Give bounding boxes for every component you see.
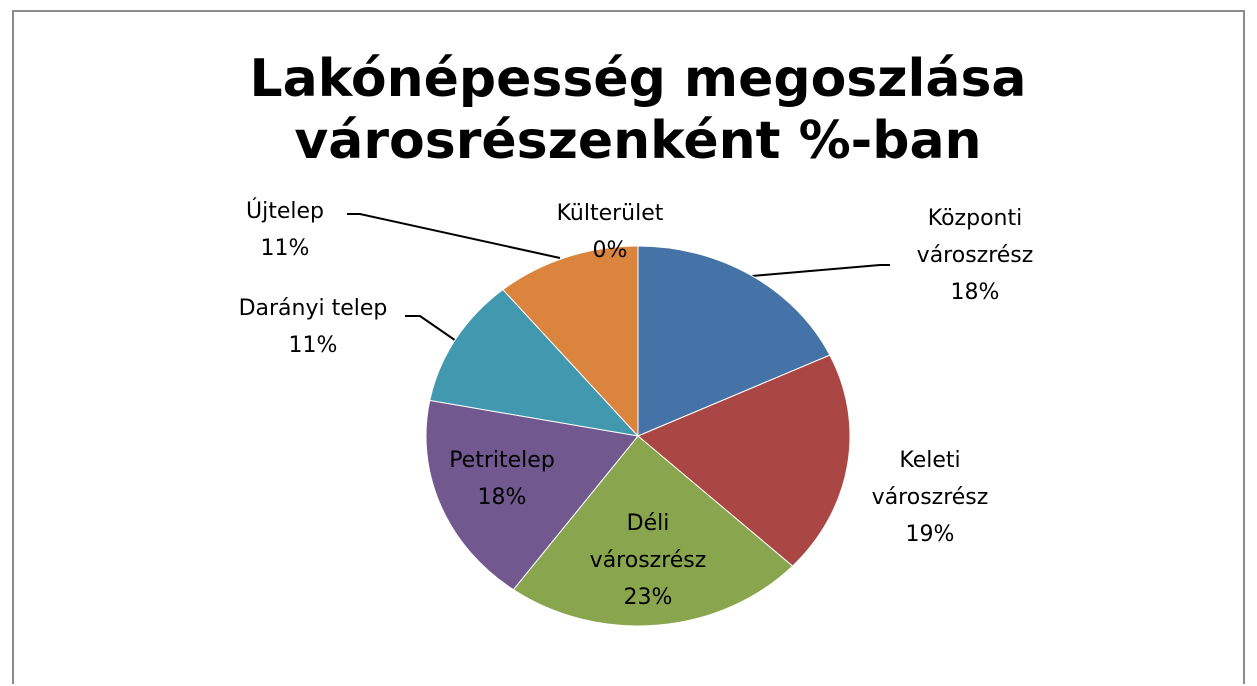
data-label: Petritelep 18% <box>427 442 577 516</box>
label-name: Déli városzrész <box>589 511 707 573</box>
label-value: 19% <box>905 522 955 547</box>
label-name: Külterület <box>556 201 664 226</box>
data-label: Központi városzrész 18% <box>890 200 1060 311</box>
leader-line <box>347 213 561 259</box>
pie-slice <box>637 245 831 437</box>
label-value: 18% <box>950 280 1000 305</box>
label-name: Újtelep <box>246 199 324 224</box>
leader-lines <box>347 213 890 346</box>
data-label: Darányi telep 11% <box>203 290 423 364</box>
data-label: Keleti városzrész 19% <box>855 442 1005 553</box>
data-label: Déli városzrész 23% <box>568 505 728 616</box>
label-value: 11% <box>288 333 338 358</box>
pie-slice <box>502 245 639 438</box>
data-label: Külterület 0% <box>535 195 685 269</box>
leader-line <box>405 315 463 346</box>
data-label: Újtelep 11% <box>225 193 345 267</box>
chart-frame <box>12 10 1245 684</box>
label-name: Keleti városzrész <box>871 448 989 510</box>
label-name: Darányi telep <box>238 296 388 321</box>
pie-slice <box>425 399 639 591</box>
pie-slice <box>429 288 640 437</box>
leader-line <box>751 264 890 277</box>
label-value: 0% <box>592 238 628 263</box>
label-value: 23% <box>623 585 673 610</box>
chart-title: Lakónépesség megoszlása városrészenként … <box>249 49 1027 171</box>
pie-slice <box>637 354 851 567</box>
label-value: 11% <box>260 236 310 261</box>
label-name: Központi városzrész <box>916 206 1034 268</box>
label-value: 18% <box>477 485 527 510</box>
pie-slice <box>512 435 794 627</box>
label-name: Petritelep <box>449 448 555 473</box>
